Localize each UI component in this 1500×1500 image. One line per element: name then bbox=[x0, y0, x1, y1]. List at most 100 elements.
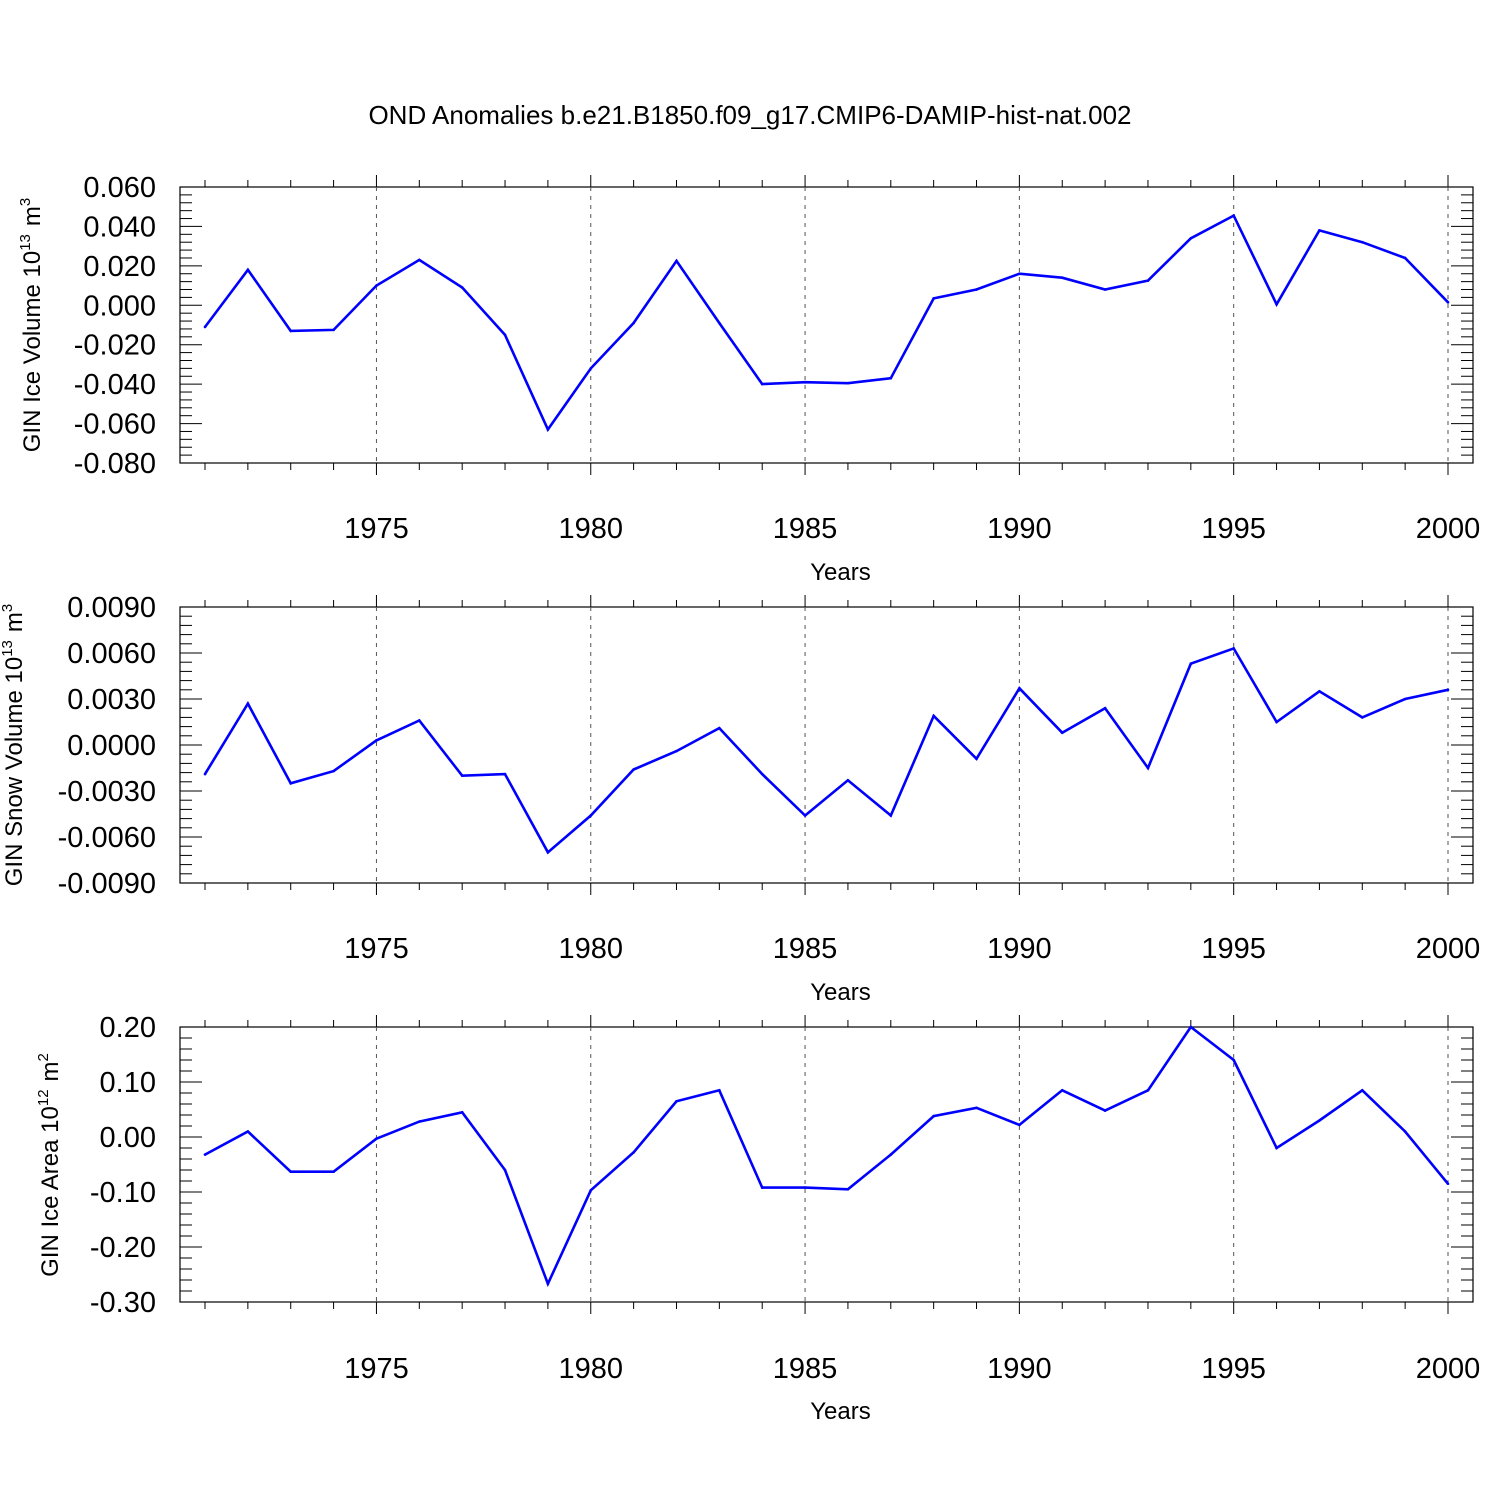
x-tick-label: 1975 bbox=[344, 933, 409, 965]
data-point bbox=[1018, 272, 1021, 276]
data-point bbox=[203, 1153, 207, 1156]
y-tick-label: 0.20 bbox=[100, 1012, 156, 1044]
y-tick-label: 0.10 bbox=[100, 1067, 156, 1099]
y-axis-label-unit: m bbox=[19, 206, 46, 226]
data-point bbox=[1318, 690, 1321, 693]
data-point bbox=[203, 772, 207, 776]
y-tick-label: 0.0000 bbox=[67, 730, 156, 762]
x-tick-label: 1975 bbox=[344, 1353, 409, 1385]
x-axis-label: Years bbox=[810, 979, 871, 1006]
data-point bbox=[375, 739, 378, 742]
data-point bbox=[375, 1137, 378, 1140]
x-tick-label: 1995 bbox=[1201, 513, 1266, 545]
x-tick-label: 1975 bbox=[344, 513, 409, 545]
x-tick-label: 2000 bbox=[1416, 933, 1481, 965]
data-point bbox=[1275, 303, 1278, 306]
x-tick-label: 1990 bbox=[987, 1353, 1052, 1385]
data-point bbox=[1360, 716, 1364, 719]
x-tick-label: 2000 bbox=[1416, 1353, 1481, 1385]
panels: 0.060 0.040 0.020 0.000 -0.020 -0.040 -0.060 -0… bbox=[0, 172, 1480, 1425]
data-point bbox=[932, 714, 935, 718]
x-axis-label: Years bbox=[810, 559, 871, 586]
y-tick-label: -0.0030 bbox=[58, 776, 156, 808]
data-point bbox=[289, 782, 293, 785]
data-point bbox=[1318, 1119, 1321, 1122]
data-point bbox=[332, 328, 335, 332]
y-tick-label: 0.0030 bbox=[67, 684, 156, 716]
y-axis-label-unit-exponent: 3 bbox=[0, 604, 16, 612]
x-tick-label: 1995 bbox=[1201, 1353, 1266, 1385]
data-point bbox=[1060, 731, 1064, 735]
data-point bbox=[1146, 766, 1150, 770]
data-point bbox=[1360, 1088, 1364, 1092]
data-point bbox=[1318, 229, 1321, 232]
y-axis-label: GIN Ice Volume 1013 m3 bbox=[17, 198, 46, 452]
data-point bbox=[975, 1106, 978, 1110]
y-tick-label: -0.080 bbox=[74, 448, 156, 480]
data-point bbox=[546, 1282, 550, 1286]
data-point bbox=[1189, 662, 1193, 666]
data-point bbox=[1232, 214, 1235, 217]
y-tick-label: -0.020 bbox=[74, 330, 156, 362]
plot-frame bbox=[179, 186, 1474, 464]
data-point bbox=[718, 321, 721, 325]
data-point bbox=[975, 288, 978, 291]
data-point bbox=[1275, 1146, 1278, 1150]
data-point bbox=[1103, 706, 1107, 710]
data-point bbox=[1403, 1130, 1407, 1133]
data-point bbox=[1103, 1109, 1107, 1112]
data-point bbox=[589, 367, 593, 370]
y-tick-label: 0.0060 bbox=[67, 638, 156, 670]
data-point bbox=[760, 382, 764, 386]
data-point bbox=[632, 768, 635, 771]
data-point bbox=[246, 268, 250, 272]
data-point bbox=[503, 772, 507, 776]
data-point bbox=[1189, 236, 1193, 240]
y-axis-label-unit-exponent: 2 bbox=[35, 1053, 52, 1061]
x-tick-label: 1995 bbox=[1201, 933, 1266, 965]
y-tick-label: 0.060 bbox=[83, 172, 156, 204]
x-tick-label: 1985 bbox=[773, 513, 838, 545]
series-line bbox=[204, 1025, 1450, 1288]
data-point bbox=[803, 1186, 807, 1189]
data-point bbox=[289, 329, 293, 333]
y-axis-label-unit-exponent: 3 bbox=[17, 198, 34, 206]
data-point bbox=[332, 769, 335, 773]
data-point bbox=[675, 1099, 678, 1103]
y-tick-label: -0.20 bbox=[90, 1232, 156, 1264]
data-point bbox=[1146, 279, 1150, 282]
data-point bbox=[1275, 720, 1278, 724]
y-axis-label-text: GIN Snow Volume 10 bbox=[1, 657, 28, 886]
y-axis-label-unit: m bbox=[37, 1061, 64, 1081]
data-point bbox=[889, 814, 893, 817]
data-point bbox=[846, 1187, 850, 1191]
data-point bbox=[246, 702, 250, 705]
data-point bbox=[1060, 1088, 1064, 1092]
panel-2: 0.0090 0.0060 0.0030 0.0000 -0.0030 -0.0060 -0… bbox=[0, 592, 1480, 1006]
x-axis-label: Years bbox=[810, 1398, 871, 1425]
x-tick-label: 1985 bbox=[773, 1353, 838, 1385]
y-tick-label: -0.060 bbox=[74, 409, 156, 441]
data-point bbox=[889, 1153, 893, 1156]
data-point bbox=[1146, 1088, 1150, 1092]
data-point bbox=[760, 772, 764, 776]
data-point bbox=[1189, 1025, 1193, 1029]
y-axis-label-text: GIN Ice Area 10 bbox=[37, 1106, 64, 1277]
data-point bbox=[418, 258, 421, 262]
data-point bbox=[1403, 256, 1407, 260]
data-point bbox=[203, 325, 207, 329]
y-tick-label: 0.020 bbox=[83, 251, 156, 283]
data-point bbox=[375, 284, 378, 287]
y-axis-label-unit: m bbox=[1, 612, 28, 632]
y-tick-label: -0.040 bbox=[74, 369, 156, 401]
panel-1: 0.060 0.040 0.020 0.000 -0.020 -0.040 -0.060 -0… bbox=[17, 172, 1480, 586]
data-point bbox=[1446, 688, 1450, 692]
data-point bbox=[546, 428, 550, 431]
data-point bbox=[975, 757, 978, 761]
panel-3: 0.20 0.10 0.00 -0.10 -0.20 -0.30 1975 1980 1985 1… bbox=[35, 1012, 1480, 1425]
data-point bbox=[932, 1114, 935, 1118]
data-point bbox=[632, 1151, 635, 1154]
series-line bbox=[203, 646, 1449, 855]
